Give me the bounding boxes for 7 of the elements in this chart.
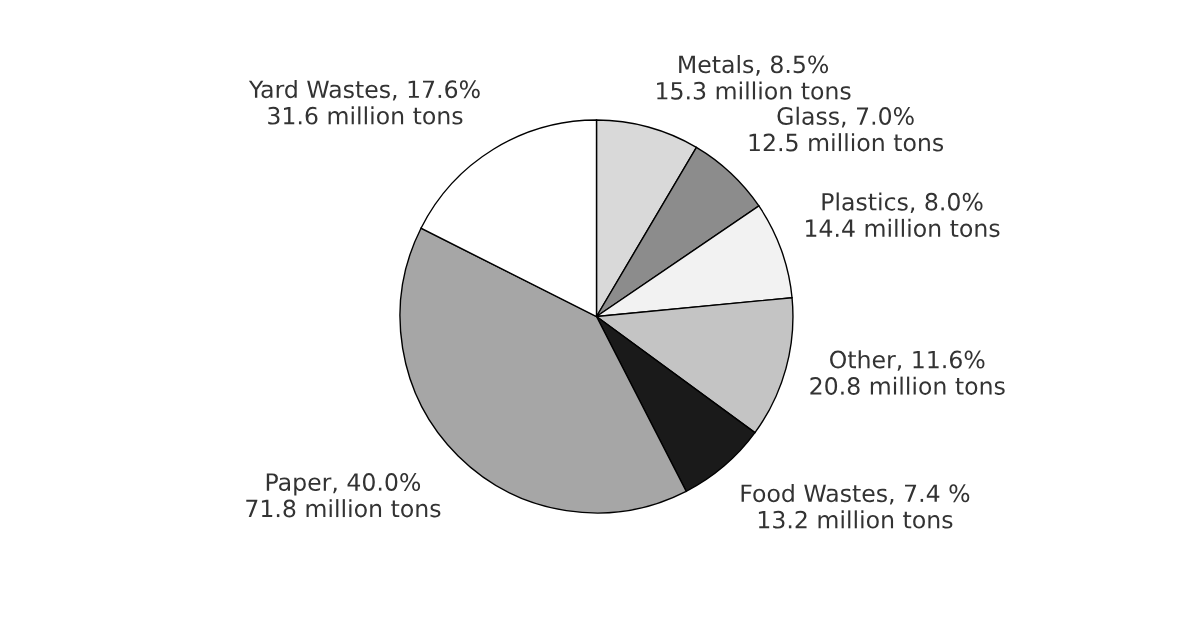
slice-label: Glass, 7.0% 12.5 million tons — [749, 106, 944, 152]
slice-label: Other, 11.6% 20.8 million tons — [810, 350, 1005, 395]
slice-label: Metals, 8.5% 15.3 million tons — [657, 54, 851, 100]
slice-label: Yard Wastes, 17.6% 31.6 million tons — [248, 79, 480, 125]
slice-label: Paper, 40.0% 71.8 million tons — [246, 473, 441, 518]
slice-label: Plastics, 8.0% 14.4 million tons — [806, 192, 1000, 238]
slice-label: Food Wastes, 7.4 % 13.2 million tons — [741, 483, 970, 529]
